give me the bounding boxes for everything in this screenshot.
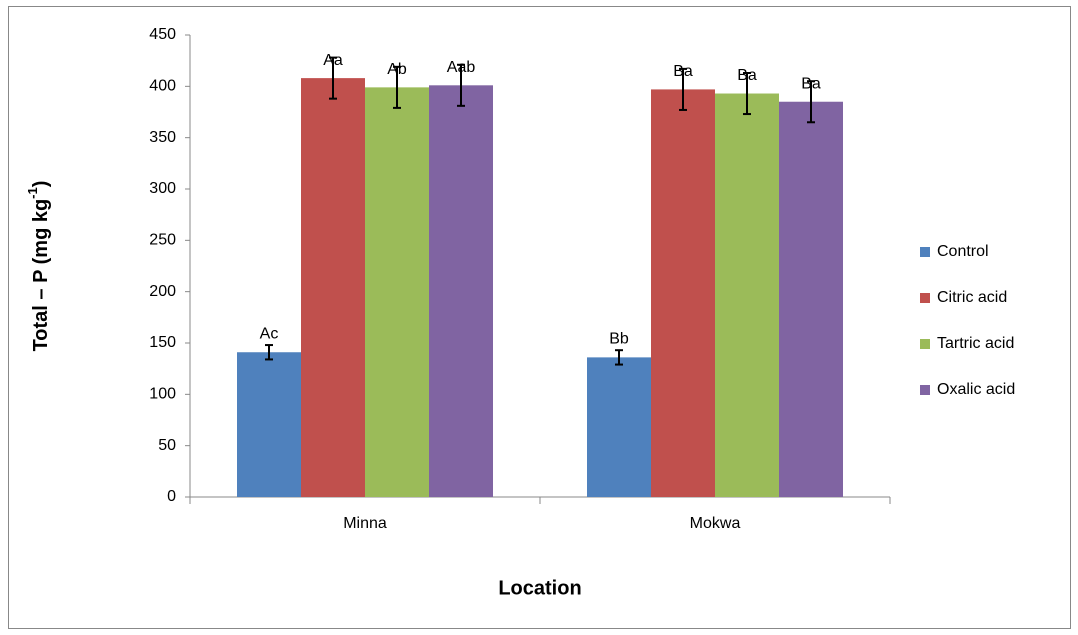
bar [301, 78, 365, 498]
bar [715, 93, 779, 498]
legend-label: Oxalic acid [937, 381, 1015, 398]
y-tick-label: 300 [149, 180, 176, 197]
bar [651, 89, 715, 497]
y-tick-label: 0 [167, 488, 176, 505]
bar [587, 357, 651, 497]
error-bar [393, 65, 401, 109]
y-tick-label: 200 [149, 283, 176, 300]
error-bar [679, 67, 687, 111]
bar-annotation: Ba [737, 67, 757, 84]
y-label-end: ) [30, 181, 52, 188]
y-label-sup: -1 [25, 187, 40, 199]
x-tick-label: Mokwa [690, 515, 741, 532]
y-tick-label: 400 [149, 78, 176, 95]
bar [429, 85, 493, 497]
bar-annotation: Aa [323, 52, 343, 69]
bar [365, 87, 429, 498]
bar-annotation: Aab [447, 59, 476, 76]
error-bar [807, 80, 815, 124]
legend-label: Citric acid [937, 289, 1007, 306]
y-tick-label: 150 [149, 334, 176, 351]
bar-annotation: Bb [609, 330, 629, 347]
y-label-text: Total – P (mg kg [30, 199, 52, 352]
bar-annotation: Ac [260, 325, 279, 342]
legend-swatch [920, 293, 930, 303]
y-axis-label: Total – P (mg kg-1) [25, 181, 52, 352]
y-tick-label: 450 [149, 26, 176, 43]
x-tick-label: Minna [343, 515, 387, 532]
bar-annotation: Ba [673, 63, 693, 80]
bar [237, 352, 301, 497]
legend-swatch [920, 339, 930, 349]
legend-swatch [920, 247, 930, 257]
error-bar [457, 63, 465, 107]
bar-annotation: Ba [801, 75, 821, 92]
x-axis-label: Location [498, 577, 581, 599]
y-tick-label: 50 [158, 437, 176, 454]
y-tick-label: 350 [149, 129, 176, 146]
chart-frame [8, 6, 1071, 629]
legend-label: Control [937, 243, 989, 260]
bar-annotation: Ab [387, 61, 407, 78]
bar [779, 101, 843, 497]
error-bar [329, 56, 337, 100]
y-tick-label: 100 [149, 386, 176, 403]
y-tick-label: 250 [149, 232, 176, 249]
error-bar [615, 349, 623, 366]
error-bar [743, 71, 751, 116]
error-bar [265, 344, 273, 361]
legend-label: Tartric acid [937, 335, 1014, 352]
legend-swatch [920, 385, 930, 395]
